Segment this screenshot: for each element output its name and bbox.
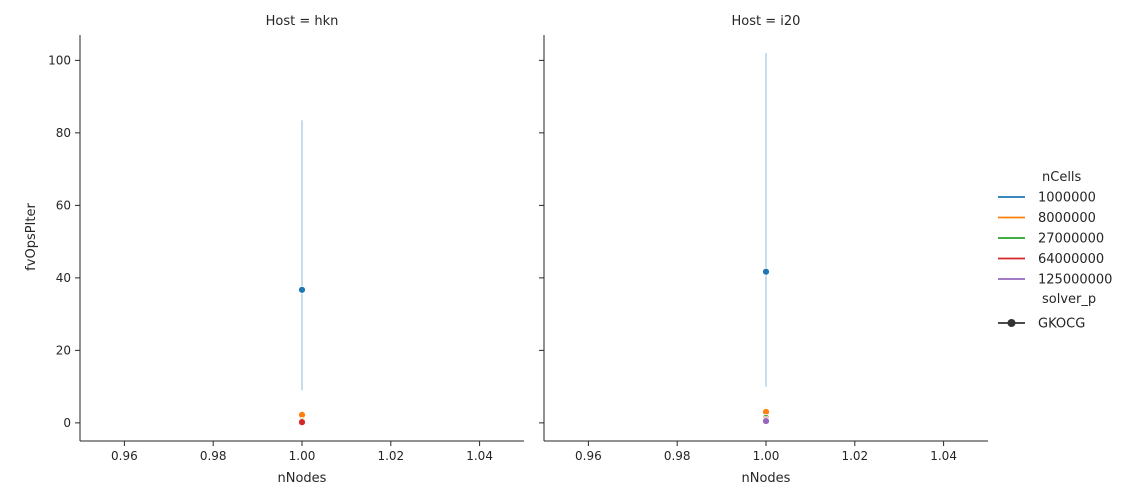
y-ticks — [539, 59, 544, 424]
x-tick-label: 1.02 — [841, 449, 868, 463]
x-tick-label: 0.96 — [575, 449, 602, 463]
legend-label: 27000000 — [1038, 232, 1104, 247]
x-tick-label: 1.00 — [289, 449, 316, 463]
x-ticks: 0.96 0.98 1.00 1.02 1.04 — [111, 441, 493, 463]
y-tick-label: 40 — [56, 271, 71, 285]
legend-label: 1000000 — [1038, 191, 1096, 206]
data-marks — [762, 53, 770, 425]
x-tick-label: 0.98 — [200, 449, 227, 463]
x-tick-label: 1.02 — [377, 449, 404, 463]
y-tick-label: 80 — [56, 126, 71, 140]
y-tick-label: 20 — [56, 343, 71, 357]
x-tick-label: 1.00 — [753, 449, 780, 463]
legend-hue-title: nCells — [1042, 170, 1082, 185]
legend-style-entries: GKOCG — [998, 317, 1085, 332]
x-axis-label: nNodes — [742, 471, 791, 486]
legend-label: GKOCG — [1038, 317, 1085, 332]
point-64000000 — [298, 418, 306, 427]
x-tick-label: 0.98 — [664, 449, 691, 463]
x-tick-label: 1.04 — [930, 449, 957, 463]
x-tick-label: 1.04 — [466, 449, 493, 463]
legend-label: 8000000 — [1038, 211, 1096, 226]
facet-title: Host = hkn — [266, 14, 339, 29]
x-tick-label: 0.96 — [111, 449, 138, 463]
y-tick-label: 100 — [48, 53, 71, 67]
facet-title: Host = i20 — [732, 14, 801, 29]
y-tick-label: 0 — [63, 416, 71, 430]
legend-hue-entries: 1000000 8000000 27000000 64000000 125000000 — [998, 191, 1112, 288]
legend-label: 125000000 — [1038, 273, 1112, 288]
y-ticks: 0 20 40 60 80 100 — [48, 53, 80, 430]
point-1000000 — [762, 267, 770, 276]
point-125000000 — [762, 417, 770, 425]
facet-i20: Host = i20 nNodes 0.96 0.98 1.00 1.02 1.04 — [539, 14, 988, 486]
legend-style-marker — [1007, 319, 1016, 327]
point-1000000 — [298, 285, 306, 294]
y-axis-label: fvOpsPIter — [24, 203, 39, 271]
legend: nCells 1000000 8000000 27000000 64000000 125… — [998, 170, 1112, 332]
legend-style-title: solver_p — [1042, 292, 1096, 307]
x-ticks: 0.96 0.98 1.00 1.02 1.04 — [575, 441, 957, 463]
y-tick-label: 60 — [56, 198, 71, 212]
facet-hkn: Host = hkn fvOpsPIter nNodes 0.96 0.98 1.0… — [24, 14, 524, 486]
x-axis-label: nNodes — [278, 471, 327, 486]
legend-label: 64000000 — [1038, 252, 1104, 267]
data-marks — [298, 120, 306, 427]
